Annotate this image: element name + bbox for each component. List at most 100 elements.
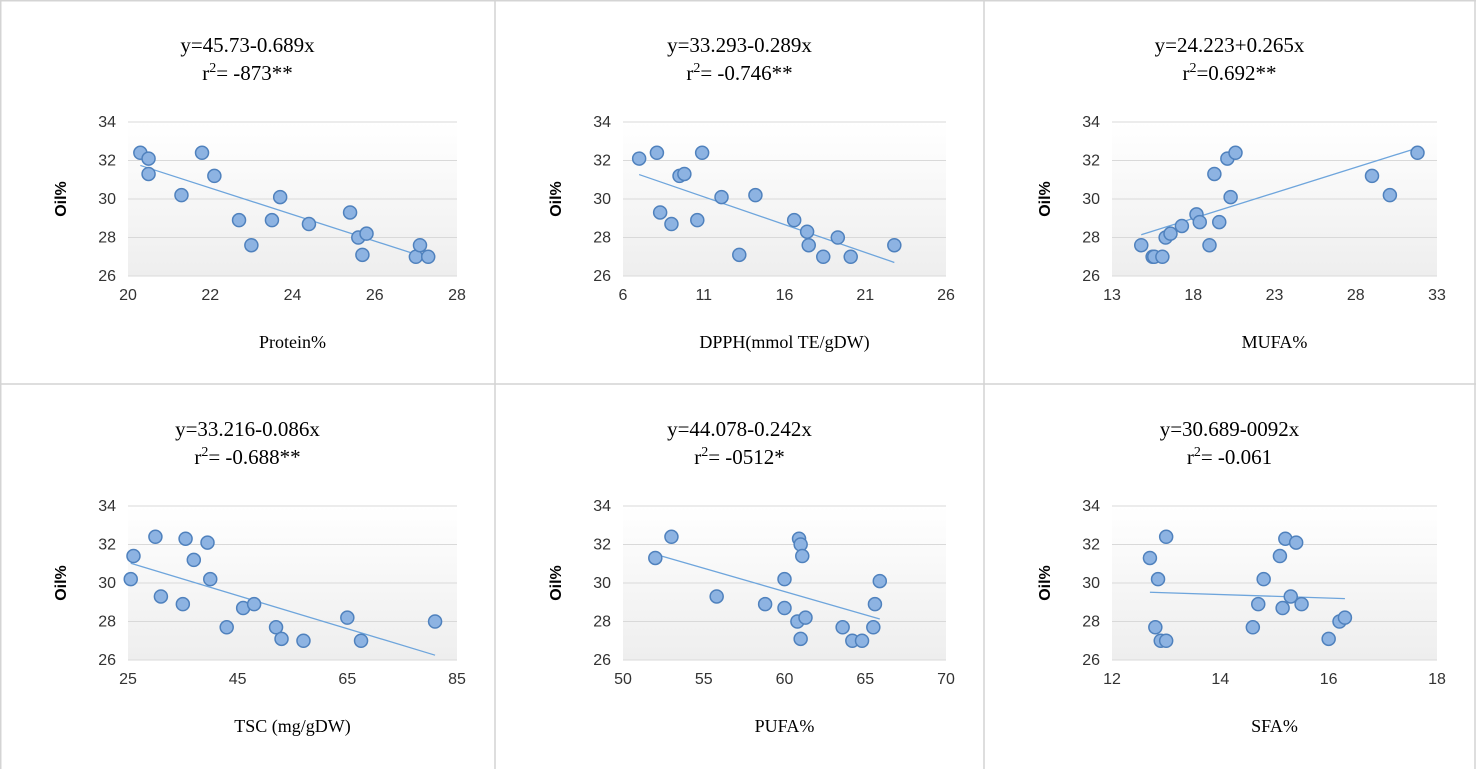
y-tick-label: 26 <box>98 268 116 285</box>
data-point <box>677 166 692 182</box>
x-tick-label: 28 <box>448 287 466 304</box>
data-point <box>835 620 850 635</box>
y-tick-label: 34 <box>1082 498 1100 515</box>
data-point <box>1148 620 1163 635</box>
data-point <box>887 237 902 253</box>
data-point <box>1337 610 1353 625</box>
y-tick-label: 30 <box>98 575 116 592</box>
r-squared-label: r2= -873** <box>202 61 293 85</box>
data-point <box>1228 145 1243 161</box>
data-point <box>1150 571 1166 587</box>
x-tick-label: 21 <box>856 287 874 304</box>
x-axis-label: Protein% <box>259 332 326 352</box>
y-tick-label: 30 <box>593 575 611 592</box>
x-tick-label: 6 <box>619 287 628 304</box>
x-axis-label: SFA% <box>1251 716 1298 736</box>
y-tick-label: 34 <box>98 114 116 131</box>
r-squared-superscript: 2 <box>209 61 216 76</box>
data-point <box>175 596 191 612</box>
y-tick-label: 26 <box>98 652 116 669</box>
y-tick-label: 28 <box>98 230 116 247</box>
y-tick-label: 28 <box>593 614 611 631</box>
data-point <box>272 189 288 205</box>
y-tick-label: 32 <box>593 537 611 554</box>
data-point <box>786 212 802 228</box>
x-tick-label: 16 <box>1320 671 1338 688</box>
x-tick-label: 23 <box>1266 287 1284 304</box>
data-point <box>757 596 773 612</box>
trend-line <box>140 164 429 259</box>
data-point <box>274 631 289 647</box>
y-tick-label: 32 <box>1082 153 1100 170</box>
r-squared-prefix: r <box>194 445 201 469</box>
r-squared-superscript: 2 <box>701 445 708 460</box>
data-point <box>296 633 311 648</box>
data-point <box>798 610 813 625</box>
scatter-chart: y=45.73-0.689x r2= -873** 26 28 30 32 34 20 22 24… <box>53 33 466 352</box>
scatter-chart: y=24.223+0.265x r2=0.692** 26 28 30 32 34 13 18 2… <box>1037 33 1446 352</box>
data-point <box>353 633 369 648</box>
data-point <box>1364 168 1380 184</box>
y-axis-label: Oil% <box>53 181 70 217</box>
data-point <box>866 620 881 635</box>
data-point <box>264 212 280 228</box>
y-tick-label: 26 <box>1082 652 1100 669</box>
x-tick-label: 20 <box>119 287 137 304</box>
x-tick-label: 12 <box>1103 671 1121 688</box>
data-point <box>872 573 888 589</box>
data-point <box>1158 529 1174 545</box>
trend-line <box>1141 147 1418 236</box>
data-point <box>268 620 284 635</box>
x-axis-label: PUFA% <box>755 716 815 736</box>
data-point <box>153 589 169 604</box>
data-point <box>793 631 808 647</box>
x-axis-label: DPPH(mmol TE/gDW) <box>699 332 869 353</box>
r-squared-superscript: 2 <box>1189 61 1196 76</box>
data-point <box>207 168 222 184</box>
trend-line <box>655 553 880 620</box>
data-point <box>1410 145 1425 161</box>
trend-line <box>638 173 895 264</box>
data-point <box>412 237 428 253</box>
data-point <box>648 550 663 566</box>
chart-panel-tsc: y=33.216-0.086x r2= -0.688** 26 28 30 32 34 25 4… <box>0 384 495 769</box>
x-tick-label: 13 <box>1103 287 1121 304</box>
data-point <box>1251 596 1266 612</box>
data-point <box>1272 548 1288 564</box>
x-tick-label: 33 <box>1428 287 1446 304</box>
data-point <box>178 531 193 546</box>
x-tick-label: 50 <box>614 671 632 688</box>
r-squared-label: r2= -0.746** <box>686 61 792 85</box>
scatter-chart: y=33.293-0.289x r2= -0.746** 26 28 30 32 34 6 11… <box>548 33 955 353</box>
data-point <box>1294 596 1309 612</box>
data-point <box>186 552 202 568</box>
y-tick-label: 32 <box>98 537 116 554</box>
y-tick-label: 30 <box>98 191 116 208</box>
data-point <box>219 620 234 635</box>
y-tick-label: 34 <box>1082 114 1100 131</box>
x-tick-label: 14 <box>1211 671 1229 688</box>
data-point <box>1245 620 1261 635</box>
data-point <box>830 230 846 245</box>
regression-equation: y=33.293-0.289x <box>667 33 812 57</box>
x-tick-label: 24 <box>284 287 302 304</box>
data-point <box>652 205 668 220</box>
chart-panel-pufa: y=44.078-0.242x r2= -0512* 26 28 30 32 34 50 55 6… <box>495 384 984 769</box>
data-point <box>690 212 705 228</box>
data-point <box>649 145 665 161</box>
chart-panel-mufa: y=24.223+0.265x r2=0.692** 26 28 30 32 34 13 18 2… <box>984 0 1475 384</box>
data-point <box>816 249 831 264</box>
trend-line <box>1149 591 1345 600</box>
data-point <box>1212 214 1227 230</box>
data-point <box>1202 237 1217 253</box>
data-point <box>748 187 763 203</box>
data-point <box>427 614 443 629</box>
y-tick-label: 32 <box>98 153 116 170</box>
data-point <box>714 189 729 205</box>
data-point <box>799 224 815 239</box>
x-axis-label: TSC (mg/gDW) <box>234 716 351 737</box>
data-point <box>126 548 141 564</box>
y-axis-label: Oil% <box>1037 565 1054 601</box>
data-point <box>664 216 679 232</box>
regression-equation: y=44.078-0.242x <box>667 417 812 441</box>
